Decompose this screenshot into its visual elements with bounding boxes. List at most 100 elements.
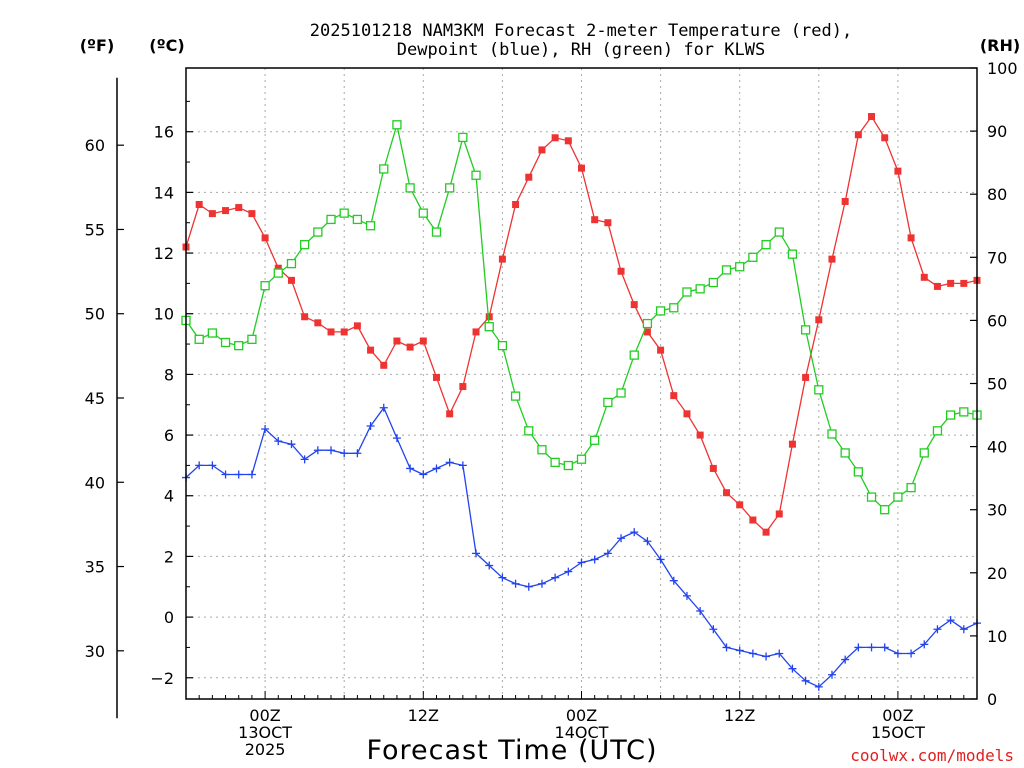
temperature-point: [617, 267, 625, 275]
temperature-point: [432, 373, 440, 381]
dewpoint-point: [827, 670, 836, 679]
dewpoint-point: [327, 446, 336, 455]
time-tick-label: 13OCT: [238, 723, 292, 742]
temperature-point: [591, 216, 599, 224]
dewpoint-point: [933, 625, 942, 634]
temperature-point: [749, 516, 757, 524]
temperature-point: [498, 255, 506, 263]
temperature-point: [736, 501, 744, 509]
rh-point: [695, 284, 705, 294]
temperature-point: [920, 273, 928, 281]
rh-tick-label: 0: [987, 690, 997, 709]
time-tick-label: 15OCT: [871, 723, 925, 742]
rh-point: [761, 240, 771, 250]
temperature-point: [788, 440, 796, 448]
rh-point: [642, 318, 653, 329]
dewpoint-point: [247, 470, 256, 479]
time-tick-label: 00Z: [882, 706, 913, 725]
rh-tick-label: 70: [987, 248, 1007, 267]
temperature-point: [643, 328, 651, 336]
time-tick-label: 2025: [245, 740, 286, 759]
rh-point: [392, 120, 402, 130]
celsius-tick-label: 12: [154, 244, 174, 263]
rh-point: [906, 482, 916, 493]
dewpoint-point: [524, 582, 533, 591]
rh-tick-label: 20: [987, 564, 1007, 583]
dewpoint-point: [762, 652, 771, 661]
temperature-point: [301, 313, 309, 321]
rh-point: [919, 448, 929, 458]
dewpoint-point: [287, 440, 296, 449]
dewpoint-point: [669, 576, 678, 585]
rh-point: [497, 340, 508, 351]
time-tick-label: 14OCT: [555, 723, 609, 742]
temperature-point: [933, 282, 941, 290]
temperature-point: [525, 173, 533, 181]
temperature-point: [709, 464, 717, 472]
dewpoint-point: [603, 549, 612, 558]
dewpoint-point: [577, 558, 586, 567]
temperature-point: [657, 346, 665, 354]
temperature-point: [340, 328, 348, 336]
rh-point: [260, 281, 270, 291]
dewpoint-point: [775, 649, 784, 658]
temperature-point: [854, 131, 862, 139]
rh-point: [827, 429, 837, 439]
rh-point: [787, 249, 798, 259]
dewpoint-point: [195, 461, 204, 470]
dewpoint-point: [709, 625, 718, 634]
temperature-point: [696, 431, 704, 439]
dewpoint-point: [419, 470, 428, 479]
rh-point: [418, 208, 428, 218]
rh-tick-label: 60: [987, 311, 1007, 330]
dewpoint-point: [485, 561, 494, 570]
dewpoint-point: [551, 573, 560, 582]
rh-point: [880, 505, 890, 515]
temperature-point: [828, 255, 836, 263]
dewpoint-point: [300, 455, 309, 464]
fahrenheit-tick-label: 45: [85, 389, 105, 408]
temperature-point: [406, 343, 414, 351]
celsius-tick-label: 2: [164, 547, 174, 566]
dewpoint-point: [221, 470, 230, 479]
celsius-axis: −2 0 2 4 6 8 10 12 14 16: [150, 100, 193, 688]
rh-point: [945, 410, 956, 420]
fahrenheit-tick-label: 55: [85, 220, 105, 239]
rh-point: [220, 337, 231, 348]
dewpoint-point: [511, 579, 520, 588]
temperature-point: [551, 134, 559, 142]
rh-point: [721, 265, 732, 275]
rh-point: [379, 164, 389, 174]
watermark: coolwx.com/models: [850, 746, 1014, 765]
temperature-point: [485, 313, 493, 321]
rh-point: [563, 460, 573, 471]
temperature-point: [393, 337, 401, 345]
rh-point: [484, 322, 494, 332]
rh-tick-label: 80: [987, 185, 1007, 204]
rh-point: [286, 258, 297, 269]
rh-point: [853, 467, 863, 477]
rh-point: [524, 426, 534, 436]
celsius-tick-label: 10: [154, 305, 174, 324]
rh-point: [247, 334, 257, 344]
rh-point: [629, 350, 639, 360]
rh-point: [893, 492, 903, 502]
rh-point: [735, 262, 745, 272]
dewpoint-point: [735, 646, 744, 655]
fahrenheit-tick-label: 50: [85, 305, 105, 324]
dewpoint-point: [379, 403, 388, 412]
temperature-point: [314, 319, 322, 327]
celsius-tick-label: 14: [154, 183, 174, 202]
celsius-tick-label: 4: [164, 487, 174, 506]
rh-tick-label: 10: [987, 627, 1007, 646]
rh-point: [959, 407, 969, 417]
rh-tick-label: 100: [987, 59, 1018, 78]
temperature-point: [274, 264, 282, 272]
rh-point: [471, 170, 481, 180]
rh-point: [273, 268, 283, 278]
temperature-point: [446, 410, 454, 418]
time-tick-label: 00Z: [249, 706, 280, 725]
time-tick-label: 12Z: [724, 706, 755, 725]
temperature-point: [630, 301, 638, 309]
rh-point: [207, 328, 218, 338]
